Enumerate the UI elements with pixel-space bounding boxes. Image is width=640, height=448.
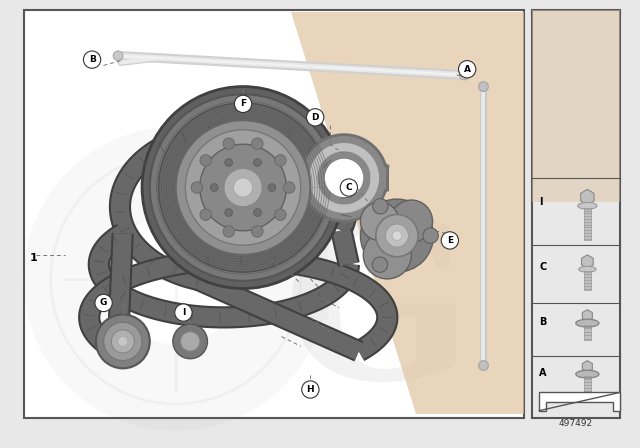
Text: A: A [463, 65, 470, 74]
Ellipse shape [579, 267, 596, 272]
Circle shape [340, 179, 358, 196]
Circle shape [360, 199, 433, 272]
Text: F: F [240, 99, 246, 108]
Text: I: I [540, 197, 543, 207]
Circle shape [223, 138, 235, 149]
Circle shape [275, 209, 286, 220]
Circle shape [268, 184, 276, 191]
Circle shape [325, 159, 364, 197]
Circle shape [225, 209, 232, 216]
Circle shape [360, 202, 399, 241]
Circle shape [479, 82, 488, 91]
Ellipse shape [576, 370, 599, 378]
Text: G: G [283, 209, 473, 425]
Circle shape [253, 159, 261, 166]
Circle shape [364, 231, 412, 279]
Circle shape [223, 226, 235, 237]
Text: E: E [447, 236, 453, 245]
FancyBboxPatch shape [584, 323, 591, 340]
Circle shape [211, 184, 218, 191]
Polygon shape [582, 255, 593, 268]
Circle shape [376, 215, 418, 257]
Circle shape [191, 182, 203, 193]
Circle shape [175, 304, 192, 321]
Circle shape [96, 314, 150, 368]
Circle shape [186, 130, 301, 245]
Circle shape [180, 332, 200, 351]
Circle shape [118, 336, 127, 346]
FancyBboxPatch shape [584, 374, 591, 393]
Circle shape [253, 209, 261, 216]
Circle shape [307, 109, 324, 126]
Polygon shape [540, 392, 620, 411]
Circle shape [200, 144, 286, 231]
FancyBboxPatch shape [532, 9, 620, 418]
Circle shape [234, 95, 252, 112]
Ellipse shape [578, 202, 597, 209]
Circle shape [284, 182, 295, 193]
Circle shape [392, 231, 402, 241]
Circle shape [224, 168, 262, 207]
Circle shape [458, 60, 476, 78]
FancyBboxPatch shape [24, 9, 524, 418]
Circle shape [252, 226, 263, 237]
Circle shape [95, 294, 112, 312]
FancyBboxPatch shape [584, 206, 591, 241]
Text: 497492: 497492 [559, 419, 593, 428]
Polygon shape [580, 190, 594, 205]
Circle shape [385, 224, 408, 247]
Circle shape [113, 51, 123, 60]
Text: 1: 1 [29, 253, 37, 263]
Circle shape [479, 361, 488, 370]
Circle shape [441, 232, 458, 249]
Text: B: B [540, 317, 547, 327]
Circle shape [275, 155, 286, 166]
Circle shape [111, 330, 134, 353]
Circle shape [234, 178, 253, 197]
Circle shape [150, 94, 337, 281]
Circle shape [390, 200, 433, 242]
FancyBboxPatch shape [532, 9, 620, 202]
Circle shape [159, 103, 328, 272]
Polygon shape [582, 361, 593, 372]
Text: C: C [346, 183, 352, 192]
Circle shape [83, 51, 100, 68]
Polygon shape [582, 310, 593, 321]
Circle shape [173, 324, 207, 359]
Text: I: I [182, 308, 185, 317]
Circle shape [372, 198, 388, 214]
Text: D: D [312, 113, 319, 122]
Circle shape [200, 209, 211, 220]
Text: H: H [307, 385, 314, 394]
Text: A: A [540, 368, 547, 378]
Circle shape [252, 138, 263, 149]
Ellipse shape [576, 319, 599, 327]
Circle shape [200, 155, 211, 166]
Circle shape [301, 381, 319, 398]
Circle shape [176, 120, 310, 255]
Polygon shape [291, 12, 524, 414]
Circle shape [142, 86, 344, 289]
Circle shape [460, 70, 469, 80]
Circle shape [225, 159, 232, 166]
Circle shape [372, 257, 388, 272]
Text: B: B [88, 55, 95, 64]
FancyBboxPatch shape [584, 269, 591, 290]
Text: C: C [540, 263, 547, 272]
Text: G: G [100, 298, 108, 307]
Circle shape [423, 228, 438, 243]
Circle shape [104, 322, 142, 361]
